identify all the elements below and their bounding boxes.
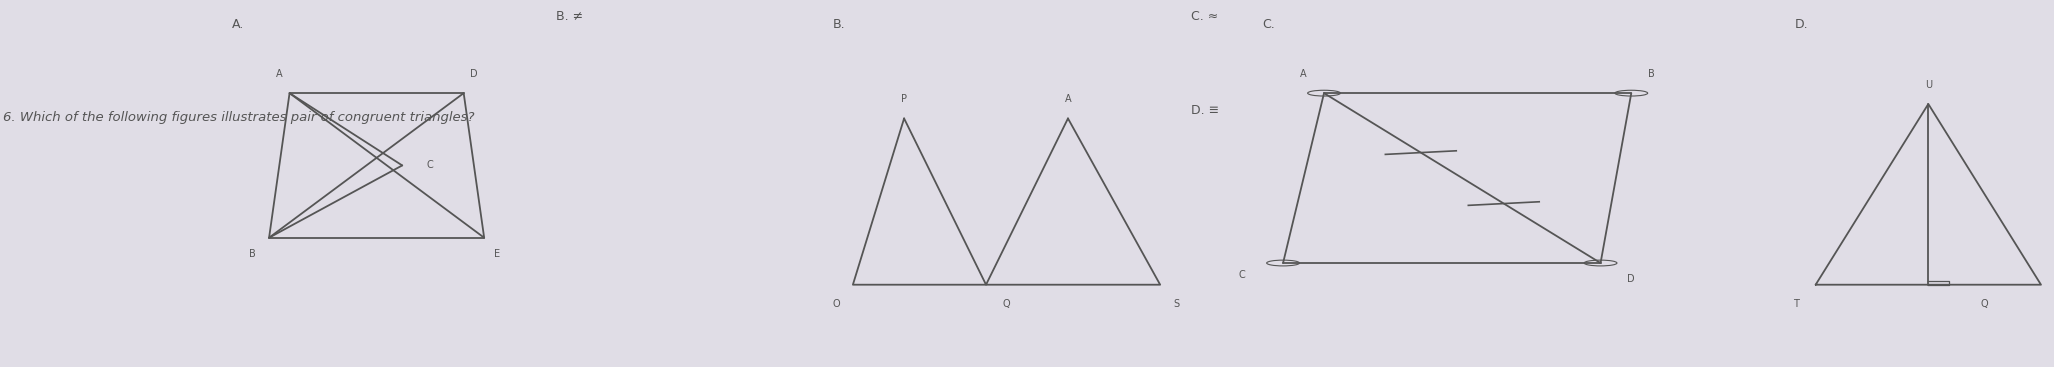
Text: Q: Q [1002,299,1011,309]
Text: D: D [1627,274,1635,284]
Text: C: C [427,160,433,170]
Text: A: A [1064,94,1072,104]
Text: C.: C. [1263,18,1276,31]
Text: B: B [1649,69,1656,79]
Text: S: S [1173,299,1179,309]
Text: 6. Which of the following figures illustrates pair of congruent triangles?: 6. Which of the following figures illust… [2,111,474,124]
Text: P: P [902,94,908,104]
Text: A: A [1300,69,1306,79]
Text: D. ≡: D. ≡ [1191,104,1218,117]
Text: C: C [1239,270,1245,280]
Text: O: O [832,299,840,309]
Text: B. ≠: B. ≠ [557,10,583,23]
Text: B: B [249,248,257,259]
Text: Q: Q [1980,299,1988,309]
Text: U: U [1925,80,1933,90]
Text: A.: A. [232,18,244,31]
Text: A: A [275,69,283,79]
Text: T: T [1793,299,1799,309]
Text: B.: B. [832,18,844,31]
Text: E: E [495,248,501,259]
Text: D: D [470,69,479,79]
Text: D.: D. [1795,18,1810,31]
Text: C. ≈: C. ≈ [1191,10,1218,23]
